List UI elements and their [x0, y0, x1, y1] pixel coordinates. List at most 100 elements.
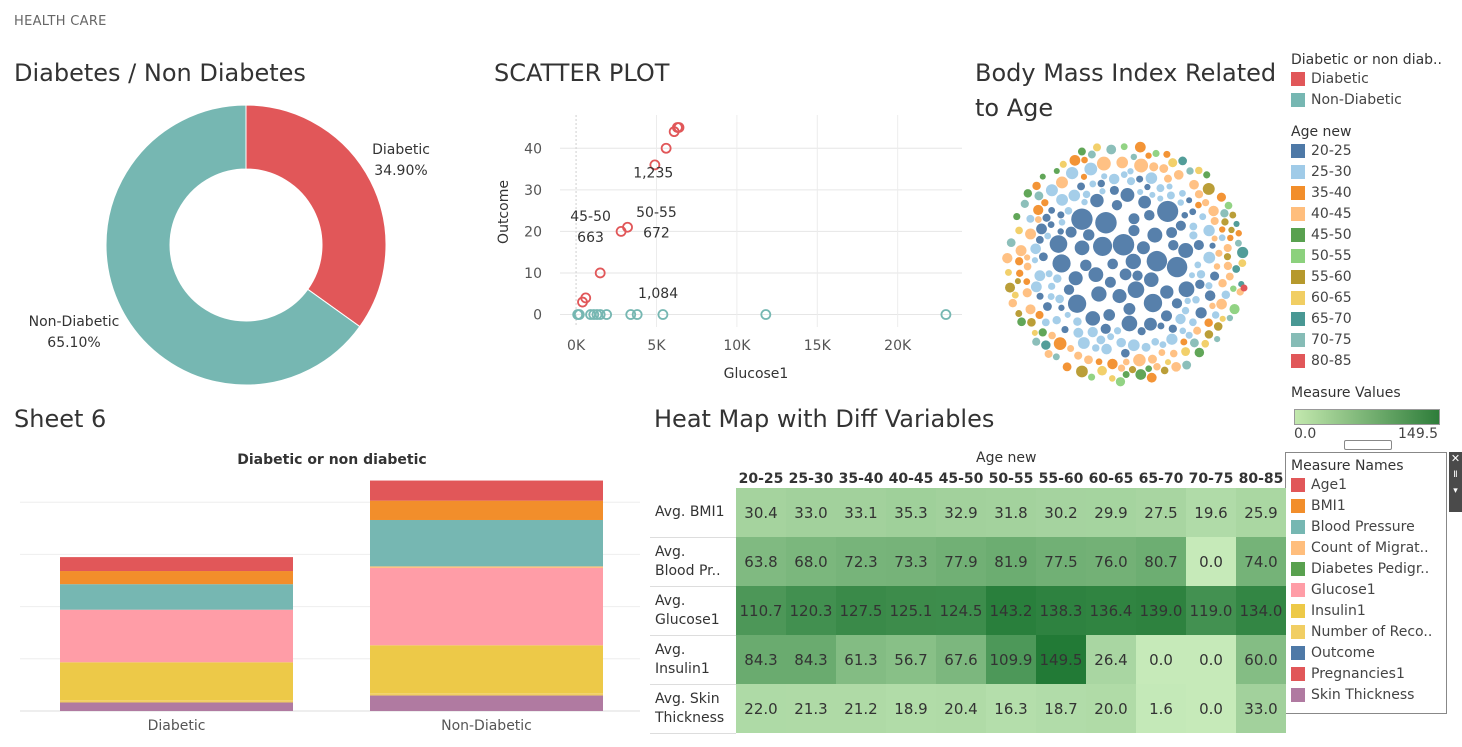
- bubble: [1237, 246, 1249, 259]
- legend-age-item[interactable]: 80-85: [1291, 350, 1456, 371]
- legend-resize-handle[interactable]: [1344, 440, 1392, 450]
- legend-diabetic[interactable]: Diabetic or non diab.. Diabetic Non-Diabe…: [1291, 52, 1456, 110]
- bubble: [1156, 184, 1165, 193]
- legend-toolbar[interactable]: ✕ Ⅱ ▾: [1449, 452, 1462, 512]
- legend-diabetic-label: Diabetic: [1311, 70, 1369, 87]
- legend-measure-item[interactable]: BMI1: [1291, 495, 1446, 516]
- heatmap-cell: 16.3: [986, 684, 1036, 733]
- bubble: [1025, 228, 1037, 240]
- stacked-segment: [60, 584, 293, 610]
- legend-measure-item[interactable]: Diabetes Pedigr..: [1291, 558, 1446, 579]
- bubble: [1100, 323, 1111, 334]
- legend-diabetic-item[interactable]: Non-Diabetic: [1291, 89, 1456, 110]
- legend-age-swatch: [1291, 185, 1305, 200]
- bubble: [1065, 166, 1079, 180]
- legend-age-item[interactable]: 50-55: [1291, 245, 1456, 266]
- bubble: [1080, 259, 1092, 272]
- bubble: [1106, 144, 1117, 155]
- legend-measure-item[interactable]: Insulin1: [1291, 600, 1446, 621]
- bubble: [1125, 253, 1141, 270]
- bubble: [1210, 271, 1220, 281]
- legend-age-item[interactable]: 45-50: [1291, 224, 1456, 245]
- bubble: [1137, 327, 1146, 336]
- legend-age-item[interactable]: 65-70: [1291, 308, 1456, 329]
- heatmap-col-header: Age new: [976, 450, 1037, 466]
- heatmap-row-label: Avg. Glucose1: [650, 586, 736, 636]
- legend-measure-swatch: [1291, 498, 1305, 513]
- bubble: [1074, 351, 1083, 360]
- bubble: [1226, 314, 1234, 322]
- bubble: [1193, 326, 1202, 335]
- bubble: [1228, 226, 1235, 234]
- legend-measure-item[interactable]: Count of Migrat..: [1291, 537, 1446, 558]
- legend-age-item[interactable]: 20-25: [1291, 140, 1456, 161]
- filter-icon[interactable]: Ⅱ: [1453, 470, 1458, 480]
- legend-age-label: 25-30: [1311, 163, 1352, 180]
- heatmap-cell: 84.3: [786, 635, 836, 684]
- close-icon[interactable]: ✕: [1450, 452, 1461, 465]
- bubble: [1147, 354, 1157, 364]
- bubble: [1173, 169, 1184, 180]
- bubble: [1230, 285, 1237, 292]
- bubble: [1108, 375, 1116, 382]
- legend-age-item[interactable]: 70-75: [1291, 329, 1456, 350]
- bubble: [1223, 253, 1232, 261]
- scatter-annotation: 50-55: [636, 205, 677, 221]
- bubble: [1157, 195, 1164, 202]
- bubble: [1034, 270, 1046, 282]
- legend-measure-names[interactable]: Measure Names Age1 BMI1 Blood Pressure Coun…: [1285, 452, 1447, 714]
- legend-measure-item[interactable]: Pregnancies1: [1291, 663, 1446, 684]
- legend-age-swatch: [1291, 269, 1305, 284]
- heatmap-cell: 76.0: [1086, 537, 1136, 586]
- legend-age-item[interactable]: 35-40: [1291, 182, 1456, 203]
- bubble: [1048, 282, 1056, 290]
- bubble: [1058, 218, 1066, 226]
- dropdown-icon[interactable]: ▾: [1453, 486, 1458, 496]
- bubble: [1215, 249, 1223, 257]
- heatmap-cell: 0.0: [1186, 684, 1236, 733]
- legend-diabetic-item[interactable]: Diabetic: [1291, 68, 1456, 89]
- heatmap-table: 20-25 25-30 35-40 40-45 45-50 50-55 55-60 60-65…: [650, 469, 1286, 734]
- legend-age-item[interactable]: 40-45: [1291, 203, 1456, 224]
- bubble: [1216, 298, 1227, 310]
- legend-age-label: 20-25: [1311, 142, 1352, 159]
- heatmap-cell: 33.0: [786, 488, 836, 537]
- legend-measure-item[interactable]: Outcome: [1291, 642, 1446, 663]
- legend-measure-swatch: [1291, 477, 1305, 492]
- bubble-title-line2: to Age: [975, 94, 1054, 122]
- legend-age-item[interactable]: 60-65: [1291, 287, 1456, 308]
- legend-age-item[interactable]: 55-60: [1291, 266, 1456, 287]
- bubble: [1033, 204, 1044, 216]
- heatmap-cell: 67.6: [936, 635, 986, 684]
- legend-diabetic-swatch: [1291, 92, 1305, 107]
- heatmap-cell: 138.3: [1036, 586, 1086, 635]
- legend-measure-item[interactable]: Glucose1: [1291, 579, 1446, 600]
- legend-measure-item[interactable]: Number of Reco..: [1291, 621, 1446, 642]
- legend-age-item[interactable]: 25-30: [1291, 161, 1456, 182]
- legend-measure-item[interactable]: Blood Pressure: [1291, 516, 1446, 537]
- legend-measure-label: Count of Migrat..: [1311, 539, 1429, 556]
- legend-age-label: 50-55: [1311, 247, 1352, 264]
- bubble: [1020, 199, 1029, 209]
- heatmap-cell: 31.8: [986, 488, 1036, 537]
- bubble: [1192, 296, 1200, 304]
- scatter-point-diabetic: [622, 221, 633, 233]
- bubble: [1056, 176, 1068, 189]
- scatter-ytick: 10: [524, 266, 542, 282]
- bubble: [1184, 297, 1191, 305]
- bubble: [1152, 149, 1160, 158]
- bubble: [1015, 226, 1023, 235]
- stacked-chart: Diabetic or non diabetic Diabetic Non-Dia…: [20, 452, 640, 734]
- scatter-xlabel: Glucose1: [724, 366, 789, 382]
- legend-measure-item[interactable]: Skin Thickness: [1291, 684, 1446, 705]
- legend-measure-item[interactable]: Age1: [1291, 474, 1446, 495]
- bubble: [1119, 268, 1132, 281]
- bubble: [1049, 235, 1068, 253]
- heatmap-cell: 73.3: [886, 537, 936, 586]
- bubble: [1181, 306, 1190, 315]
- legend-measure-values[interactable]: Measure Values 0.0 149.5: [1291, 385, 1456, 443]
- measure-values-min: 0.0: [1294, 426, 1317, 442]
- legend-age[interactable]: Age new 20-25 25-30 35-40 40-45 45-50 50-55 55…: [1291, 124, 1456, 371]
- bubble: [1064, 311, 1071, 318]
- bubble: [1097, 179, 1105, 188]
